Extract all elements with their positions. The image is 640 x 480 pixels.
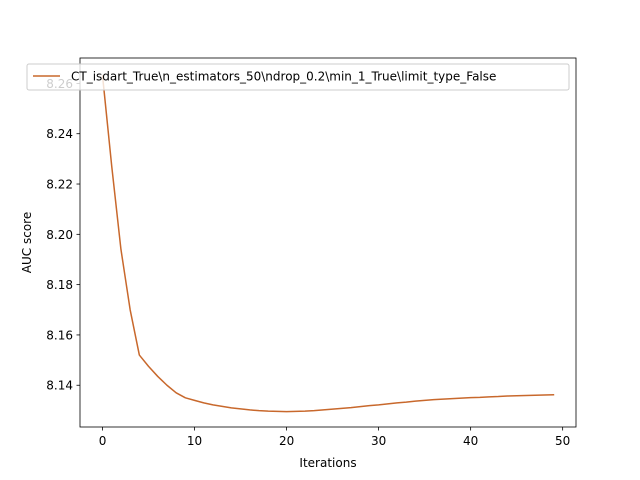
x-tick-label: 40 (463, 434, 478, 448)
series-layer (101, 75, 555, 413)
x-tick-label: 0 (99, 434, 107, 448)
y-tick-label: 8.16 (46, 328, 73, 342)
x-axis-label: Iterations (299, 456, 356, 470)
y-tick-label: 8.14 (46, 379, 73, 393)
y-tick-label: 8.24 (46, 127, 73, 141)
x-tick-label: 30 (371, 434, 386, 448)
legend-label: CT_isdart_True\n_estimators_50\ndrop_0.2… (71, 70, 496, 84)
y-axis-label: AUC score (20, 212, 34, 273)
legend-box (26, 63, 570, 91)
series-line-0 (101, 75, 555, 413)
y-tick-label: 8.22 (46, 178, 73, 192)
y-tick-label: 8.20 (46, 228, 73, 242)
plot-frame (79, 57, 577, 428)
x-axis-ticks: 0 10 20 30 40 50 (99, 427, 570, 448)
x-tick-label: 20 (279, 434, 294, 448)
legend: CT_isdart_True\n_estimators_50\ndrop_0.2… (26, 63, 570, 91)
x-tick-label: 50 (555, 434, 570, 448)
x-tick-label: 10 (187, 434, 202, 448)
y-tick-label: 8.18 (46, 278, 73, 292)
